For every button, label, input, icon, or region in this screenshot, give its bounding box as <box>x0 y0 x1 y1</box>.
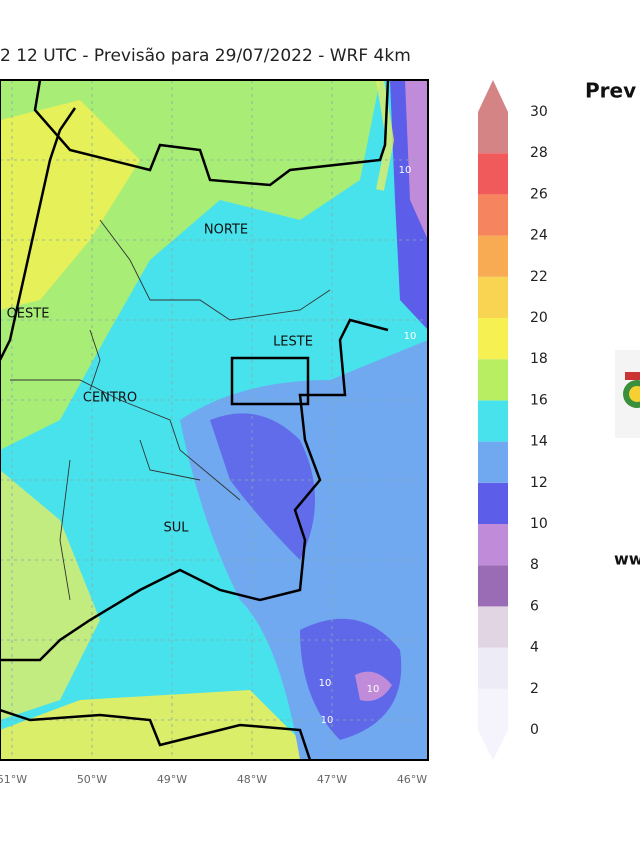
colorbar-tick-label: 2 <box>530 681 539 697</box>
region-label: OESTE <box>7 307 50 322</box>
colorbar-segment <box>478 359 508 401</box>
colorbar-tick-label: 20 <box>530 310 548 326</box>
side-heading: Prev <box>585 79 636 103</box>
colorbar-segment <box>478 194 508 236</box>
colorbar-segment <box>478 153 508 195</box>
colorbar-segment <box>478 441 508 483</box>
colorbar-tick-label: 30 <box>530 104 548 120</box>
x-axis-label: 46°W <box>397 773 427 786</box>
x-axis-label: 47°W <box>317 773 347 786</box>
colorbar-segment <box>478 400 508 442</box>
logo <box>615 350 640 438</box>
colorbar-tick-label: 22 <box>530 269 548 285</box>
contour-label: 10 <box>321 715 334 726</box>
region-label: LESTE <box>273 335 313 350</box>
colorbar-segment <box>478 565 508 607</box>
side-site: ww <box>614 550 640 569</box>
colorbar-tick-label: 14 <box>530 434 548 450</box>
map-frame <box>0 79 429 761</box>
colorbar-segment <box>478 606 508 648</box>
colorbar-segment <box>478 276 508 318</box>
colorbar-segment <box>478 235 508 277</box>
colorbar-segment <box>478 482 508 524</box>
colorbar-tick-label: 12 <box>530 475 548 491</box>
colorbar-tick-label: 6 <box>530 598 539 614</box>
colorbar-tick-label: 10 <box>530 516 548 532</box>
colorbar-segment <box>478 647 508 689</box>
colorbar-arrow-top <box>478 80 508 112</box>
region-label: SUL <box>163 521 189 536</box>
x-axis-label: 49°W <box>157 773 187 786</box>
map-field <box>0 80 428 760</box>
colorbar-tick-label: 24 <box>530 228 548 244</box>
colorbar-tick-label: 4 <box>530 640 539 656</box>
contour-label: 10 <box>367 684 380 695</box>
contour-label: 10 <box>399 165 412 176</box>
colorbar-segment <box>478 524 508 566</box>
colorbar-tick-label: 8 <box>530 557 539 573</box>
x-axis-label: 51°W <box>0 773 27 786</box>
colorbar-arrow-bottom <box>478 730 508 760</box>
colorbar-tick-label: 16 <box>530 392 548 408</box>
colorbar-tick-label: 0 <box>530 722 539 738</box>
region-label: CENTRO <box>83 391 137 406</box>
colorbar-tick-label: 28 <box>530 145 548 161</box>
colorbar-tick-label: 26 <box>530 186 548 202</box>
contour-label: 10 <box>319 678 332 689</box>
contour-label: 10 <box>404 331 417 342</box>
x-axis-label: 50°W <box>77 773 107 786</box>
colorbar-segment <box>478 112 508 154</box>
colorbar-segment <box>478 688 508 730</box>
x-axis-label: 48°W <box>237 773 267 786</box>
colorbar-tick-label: 18 <box>530 351 548 367</box>
region-label: NORTE <box>204 223 248 238</box>
title: 2 12 UTC - Previsão para 29/07/2022 - WR… <box>0 46 411 66</box>
colorbar-segment <box>478 318 508 360</box>
